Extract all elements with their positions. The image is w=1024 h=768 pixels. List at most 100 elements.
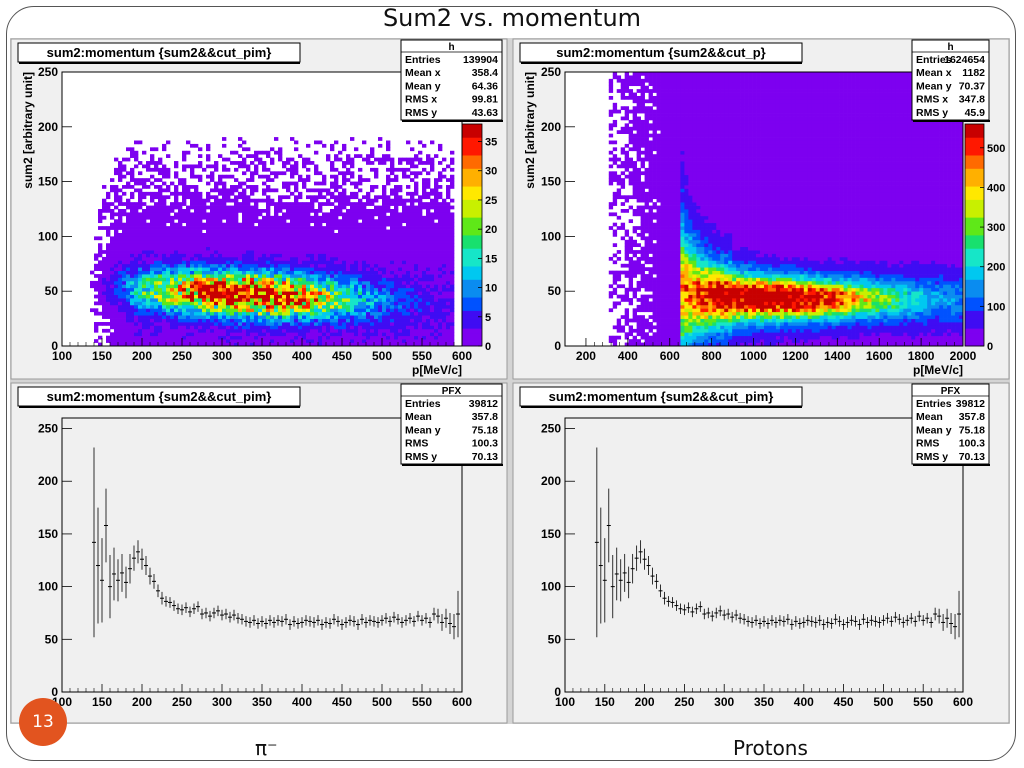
heatmap-bin (382, 198, 387, 203)
heatmap-bin (106, 294, 111, 299)
heatmap-bin (314, 250, 319, 254)
heatmap-bin (616, 178, 622, 182)
heatmap-bin (298, 291, 303, 295)
heatmap-bin (318, 342, 323, 347)
heatmap-bin (386, 147, 391, 152)
heatmap-bin (632, 335, 637, 340)
heatmap-bin (346, 304, 351, 309)
heatmap-bin (174, 243, 179, 248)
heatmap-bin (138, 315, 143, 319)
heatmap-bin (410, 318, 415, 323)
heatmap-bin (410, 246, 415, 251)
heatmap-bin (158, 229, 163, 234)
heatmap-bin (230, 226, 235, 230)
heatmap-bin (390, 322, 395, 326)
heatmap-bin (648, 215, 653, 220)
heatmap-bin (636, 315, 641, 319)
heatmap-bin (418, 219, 423, 224)
heatmap-bin (254, 205, 259, 210)
heatmap-bin (306, 301, 311, 306)
heatmap-bin (174, 256, 179, 261)
heatmap-bin (342, 205, 347, 210)
color-scale-tick-label: 10 (485, 283, 497, 295)
heatmap-bin (418, 294, 423, 299)
heatmap-bin (322, 308, 327, 313)
heatmap-bin (394, 256, 399, 261)
heatmap-bin (166, 253, 171, 258)
heatmap-bin (434, 328, 439, 333)
heatmap-bin (122, 250, 127, 254)
heatmap-bin (286, 318, 291, 323)
heatmap-bin (640, 188, 645, 193)
heatmap-bin (274, 215, 279, 220)
heatmap-bin (644, 260, 649, 265)
heatmap-bin (446, 311, 451, 316)
heatmap-bin (342, 325, 347, 330)
heatmap-bin (250, 246, 255, 251)
heatmap-bin (382, 284, 387, 289)
heatmap-bin (644, 205, 649, 210)
stats-box-title: h (448, 42, 454, 53)
heatmap-bin (410, 215, 415, 220)
heatmap-bin (250, 171, 255, 176)
heatmap-bin (186, 222, 191, 227)
heatmap-bin (426, 301, 431, 306)
heatmap-bin (226, 195, 231, 200)
heatmap-bin (222, 274, 227, 278)
heatmap-bin (446, 229, 451, 234)
heatmap-bin (250, 178, 255, 182)
heatmap-bin (374, 205, 379, 210)
heatmap-bin (274, 232, 279, 237)
heatmap-bin (266, 236, 271, 241)
heatmap-bin (246, 280, 251, 285)
heatmap-bin (362, 209, 367, 213)
heatmap-bin (242, 164, 247, 169)
heatmap-bin (138, 191, 143, 196)
heatmap-bin (118, 291, 123, 295)
heatmap-bin (274, 301, 279, 306)
heatmap-bin (222, 226, 227, 230)
heatmap-bin (382, 229, 387, 234)
heatmap-bin (262, 243, 267, 248)
heatmap-bin (174, 229, 179, 234)
heatmap-bin (218, 253, 223, 258)
heatmap-bin (190, 226, 195, 230)
heatmap-bin (278, 195, 283, 200)
heatmap-bin (378, 219, 383, 224)
heatmap-bin (410, 191, 415, 196)
heatmap-bin (632, 209, 637, 213)
heatmap-bin (122, 260, 127, 265)
heatmap-bin (414, 335, 419, 340)
heatmap-bin (282, 250, 287, 254)
heatmap-bin (322, 274, 327, 278)
heatmap-bin (126, 185, 131, 189)
heatmap-bin (194, 246, 199, 251)
heatmap-bin (254, 315, 259, 319)
heatmap-bin (632, 239, 637, 244)
heatmap-bin (410, 335, 415, 340)
heatmap-bin (286, 270, 291, 275)
heatmap-bin (338, 246, 343, 251)
heatmap-bin (134, 181, 139, 186)
heatmap-bin (218, 222, 223, 227)
heatmap-bin (342, 277, 347, 282)
heatmap-bin (644, 325, 649, 330)
heatmap-bin (430, 294, 435, 299)
heatmap-bin (346, 250, 351, 254)
heatmap-bin (314, 253, 319, 258)
heatmap-bin (640, 205, 645, 210)
heatmap-bin (250, 226, 255, 230)
heatmap-bin (222, 250, 227, 254)
heatmap-bin (302, 250, 307, 254)
heatmap-bin (314, 195, 319, 200)
heatmap-bin (382, 301, 387, 306)
heatmap-bin (358, 253, 363, 258)
heatmap-bin (170, 270, 175, 275)
heatmap-bin (142, 280, 147, 285)
heatmap-bin (398, 284, 403, 289)
heatmap-bin (414, 256, 419, 261)
heatmap-bin (430, 322, 435, 326)
heatmap-bin (326, 315, 331, 319)
heatmap-bin (330, 284, 335, 289)
heatmap-bin (230, 304, 235, 309)
